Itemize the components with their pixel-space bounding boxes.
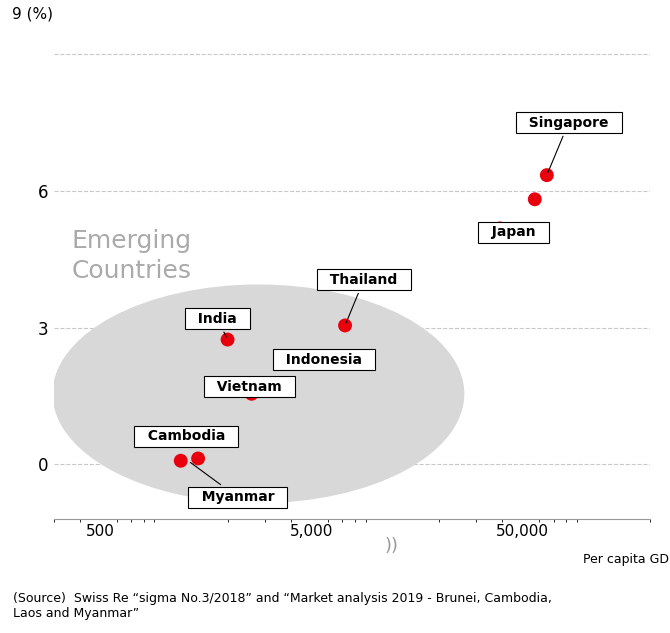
Text: )): )) [385,537,399,555]
Point [541,170,552,180]
Text: Singapore: Singapore [519,116,618,173]
Point [222,334,233,344]
Text: (Source)  Swiss Re “sigma No.3/2018” and “Market analysis 2019 - Brunei, Cambodi: (Source) Swiss Re “sigma No.3/2018” and … [13,592,552,620]
Point [176,456,186,466]
Text: Indonesia: Indonesia [276,353,372,367]
Text: Myanmar: Myanmar [190,462,284,505]
Text: Japan: Japan [482,225,545,239]
X-axis label: Per capita GDP (USD): Per capita GDP (USD) [583,553,670,566]
Point [193,453,204,463]
Text: Cambodia: Cambodia [137,429,234,443]
Point [340,320,350,330]
Text: 9 (%): 9 (%) [12,7,53,22]
Point [283,379,294,389]
Point [247,389,257,399]
Text: Vietnam: Vietnam [207,380,291,394]
Point [529,194,540,204]
Point [494,223,505,234]
Text: Emerging
Countries: Emerging Countries [72,229,192,283]
Ellipse shape [52,284,464,503]
Text: Thailand: Thailand [320,273,407,323]
Text: India: India [188,311,247,337]
